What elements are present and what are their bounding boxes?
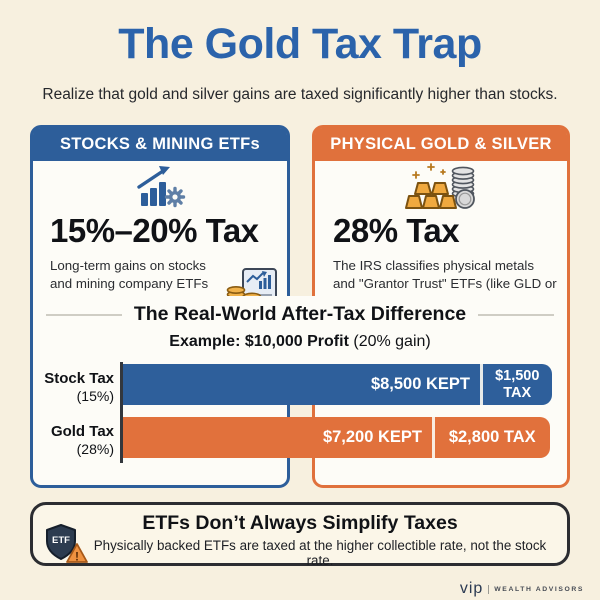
gold-card-header: PHYSICAL GOLD & SILVER — [315, 128, 567, 161]
divider-line-left — [46, 313, 122, 316]
footer-card-title: ETFs Don’t Always Simplify Taxes — [142, 512, 458, 534]
gold-tax-rate: 28% Tax — [333, 212, 460, 249]
etf-warning-card: ETF ! ETFs Don’t Always Simplify Taxes P… — [30, 502, 570, 568]
brand-separator — [488, 584, 490, 594]
example-bold: Example: $10,000 Profit — [169, 333, 349, 350]
brand-suffix: WEALTH ADVISORS — [494, 585, 584, 593]
stock-tax-bar: $8,500 KEPT $1,500 TAX — [123, 364, 552, 405]
stock-tax-segment: $1,500 TAX — [495, 368, 540, 401]
chart-growth-gear-icon — [33, 162, 287, 210]
gold-tax-bar: $7,200 KEPT $2,800 TAX — [123, 417, 550, 458]
brand-logo: vip WEALTH ADVISORS — [460, 580, 584, 598]
warning-exclamation: ! — [75, 550, 79, 564]
gold-tax-label: Gold Tax (28%) — [50, 423, 114, 458]
chart-axis-line — [120, 362, 123, 463]
example-note: (20% gain) — [353, 333, 431, 350]
gold-bars-coins-icon — [315, 162, 567, 210]
footer-card-text: Physically backed ETFs are taxed at the … — [93, 538, 547, 568]
page-subtitle: Realize that gold and silver gains are t… — [42, 86, 558, 103]
divider-line-right — [478, 313, 554, 316]
etf-icon-label: ETF — [52, 535, 70, 546]
comparison-title: The Real-World After-Tax Difference — [133, 303, 467, 325]
after-tax-section: The Real-World After-Tax Difference Exam… — [36, 296, 564, 364]
page-title: The Gold Tax Trap — [118, 20, 482, 68]
example-line: Example: $10,000 Profit (20% gain) — [36, 333, 564, 351]
stock-kept-segment: $8,500 KEPT — [370, 375, 470, 393]
stocks-card-header: STOCKS & MINING ETFs — [33, 128, 287, 161]
segment-divider — [480, 364, 483, 405]
gold-tax-segment: $2,800 TAX — [448, 428, 536, 446]
segment-divider — [432, 417, 435, 458]
stocks-tax-rate: 15%–20% Tax — [50, 212, 259, 249]
gold-kept-segment: $7,200 KEPT — [322, 428, 422, 446]
brand-name: vip — [459, 580, 484, 597]
etf-shield-warning-icon: ETF ! — [44, 524, 90, 566]
stock-tax-label: Stock Tax (15%) — [44, 370, 114, 405]
